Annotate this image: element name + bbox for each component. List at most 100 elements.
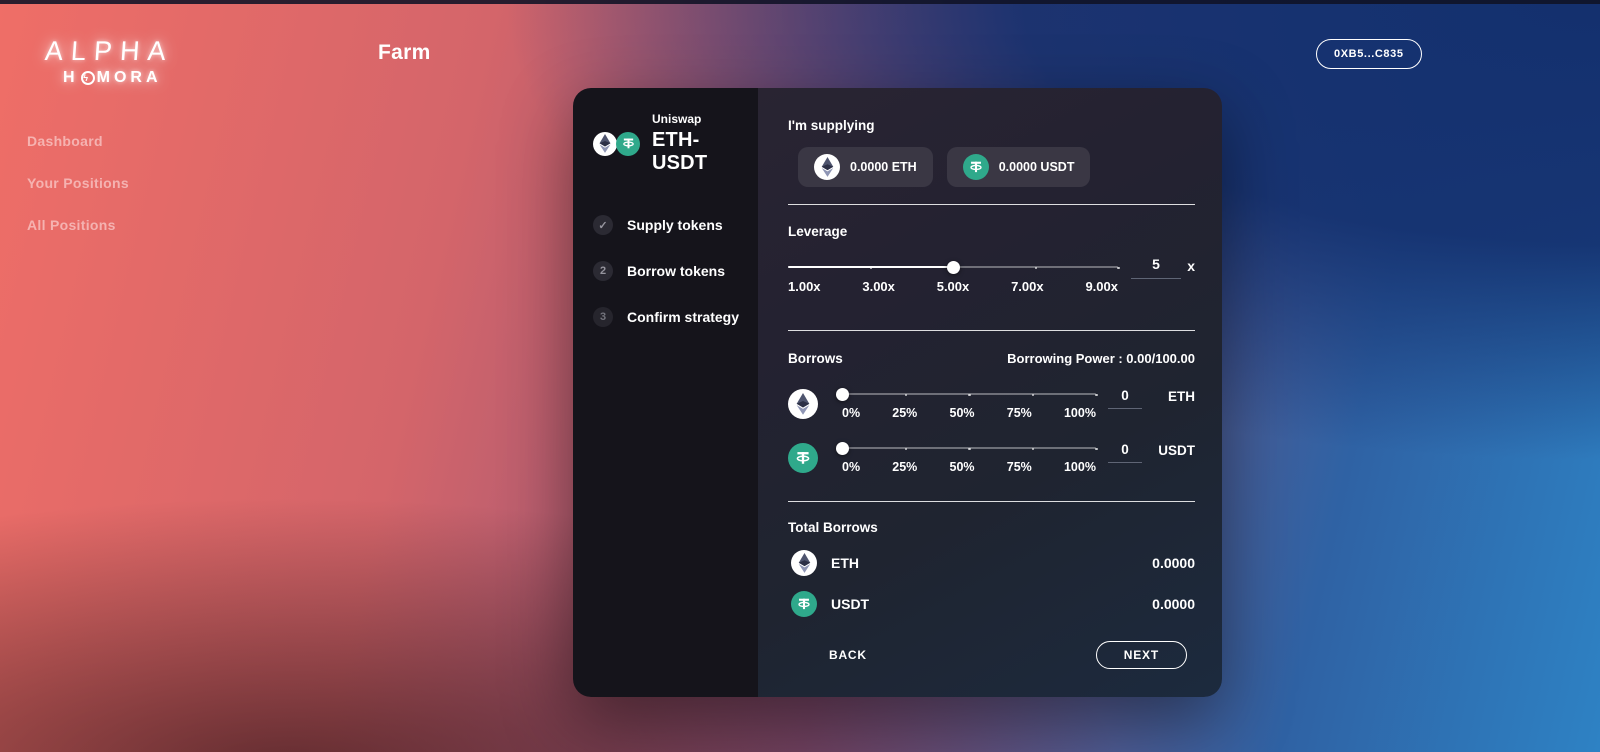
tick-label: 7.00x [1011,279,1044,294]
tick-label: 75% [1006,460,1032,474]
brand-logo[interactable]: ALPHA H ϟ MORA [43,36,175,87]
step-check-icon: ✓ [593,215,613,235]
tick-label: 0% [842,406,861,420]
leverage-unit: x [1187,258,1195,274]
usdt-glyph [622,138,634,149]
borrow-slider-col: 0% 25% 50% 75% 100% [835,387,1098,420]
total-eth-symbol: ETH [831,555,859,571]
slider-tick-dot [968,447,971,450]
tick-label: 1.00x [788,279,821,294]
leverage-slider[interactable] [788,260,1120,274]
supply-eth-amount: 0.0000 ETH [850,160,917,174]
slider-thumb[interactable] [835,441,849,455]
eth-glyph [599,134,611,153]
slider-tick-dot [1095,393,1098,396]
slider-tick-dot [1117,266,1120,269]
borrow-usdt-symbol: USDT [1158,443,1195,458]
tick-label: 0% [842,460,861,474]
brand-line1: ALPHA [43,36,175,66]
borrow-eth-slider[interactable] [835,387,1098,401]
tick-label: 100% [1063,460,1096,474]
tick-label: 25% [892,460,918,474]
leverage-value-input[interactable]: 5 [1131,256,1181,279]
slider-tick-dot [1031,393,1034,396]
back-button[interactable]: BACK [829,648,867,662]
step-label: Confirm strategy [627,309,740,325]
borrow-form-panel: I'm supplying 0.0000 ETH [758,88,1222,697]
wallet-address-button[interactable]: 0XB5...C835 [1316,39,1422,69]
borrow-usdt-slider[interactable] [835,441,1098,455]
tick-label: 100% [1063,406,1096,420]
pool-pair-icons [593,131,640,156]
pool-pair: ETH-USDT [652,129,708,174]
modal-actions: BACK NEXT [788,641,1195,669]
lightning-bolt-icon: ϟ [80,71,95,85]
slider-fill [788,265,953,268]
steps-list: ✓ Supply tokens 2 Borrow tokens 3 Confir… [593,215,740,327]
divider [788,204,1195,205]
supplying-tokens-row: 0.0000 ETH 0.0000 USDT [798,147,1195,187]
total-usdt-symbol: USDT [831,596,870,612]
supply-usdt-amount: 0.0000 USDT [998,160,1075,174]
usdt-icon [616,131,640,156]
usdt-icon [788,443,818,473]
slider-tick-dot [1034,266,1037,269]
step-confirm-strategy[interactable]: 3 Confirm strategy [593,307,740,327]
step-borrow-tokens[interactable]: 2 Borrow tokens [593,261,740,281]
pool-meta: Uniswap ETH-USDT [652,112,740,175]
slider-tick-dot [1095,447,1098,450]
leverage-row: 1.00x 3.00x 5.00x 7.00x 9.00x 5 x [788,256,1195,294]
supply-usdt-button[interactable]: 0.0000 USDT [946,147,1091,187]
tick-label: 50% [949,460,975,474]
slider-thumb[interactable] [835,387,849,401]
eth-icon [814,154,840,180]
step-label: Borrow tokens [627,263,726,279]
step-supply-tokens[interactable]: ✓ Supply tokens [593,215,740,235]
divider [788,501,1195,502]
next-button[interactable]: NEXT [1095,641,1187,669]
slider-tick-dot [904,393,907,396]
tick-label: 50% [949,406,975,420]
tick-label: 75% [1006,406,1032,420]
borrows-label: Borrows [788,351,843,366]
sidebar: Dashboard Your Positions All Positions [27,133,129,259]
top-edge-strip [0,0,1600,4]
slider-thumb[interactable] [946,260,960,274]
leverage-tick-labels: 1.00x 3.00x 5.00x 7.00x 9.00x [788,279,1118,294]
tick-label: 5.00x [936,279,970,294]
divider [788,330,1195,331]
borrow-usdt-value-input[interactable]: 0 [1108,442,1142,463]
sidebar-item-your-positions[interactable]: Your Positions [27,175,129,191]
tick-label: 25% [892,406,918,420]
total-usdt-value: 0.0000 [1152,596,1195,612]
brand-line2-suffix: MORA [96,69,162,86]
step-label: Supply tokens [627,217,723,233]
pool-header: Uniswap ETH-USDT [593,112,740,175]
leverage-label: Leverage [788,224,848,239]
borrows-header: Borrows Borrowing Power : 0.00/100.00 [788,351,1195,366]
tick-label: 9.00x [1085,279,1118,294]
borrow-slider-col: 0% 25% 50% 75% 100% [835,441,1098,474]
modal-steps-panel: Uniswap ETH-USDT ✓ Supply tokens 2 Borro… [573,88,758,697]
total-borrows-label: Total Borrows [788,520,878,535]
eth-icon [593,131,617,156]
step-number: 2 [593,261,613,281]
step-number: 3 [593,307,613,327]
pool-platform: Uniswap [652,112,702,126]
sidebar-item-dashboard[interactable]: Dashboard [27,133,103,149]
brand-line2: H ϟ MORA [51,69,174,87]
borrow-eth-tick-labels: 0% 25% 50% 75% 100% [842,406,1096,420]
brand-line2-prefix: H [63,69,79,86]
borrow-eth-symbol: ETH [1168,389,1195,404]
supply-eth-button[interactable]: 0.0000 ETH [798,147,933,187]
borrow-row-eth: 0% 25% 50% 75% 100% 0 ETH [788,387,1195,420]
total-row-eth: ETH 0.0000 [788,550,1195,576]
borrow-row-usdt: 0% 25% 50% 75% 100% 0 USDT [788,441,1195,474]
total-eth-value: 0.0000 [1152,555,1195,571]
eth-icon [791,550,817,576]
tick-label: 3.00x [862,279,895,294]
sidebar-item-all-positions[interactable]: All Positions [27,217,116,233]
borrow-eth-value-input[interactable]: 0 [1108,388,1142,409]
farm-modal: Uniswap ETH-USDT ✓ Supply tokens 2 Borro… [573,88,1222,697]
leverage-slider-col: 1.00x 3.00x 5.00x 7.00x 9.00x [788,260,1120,294]
